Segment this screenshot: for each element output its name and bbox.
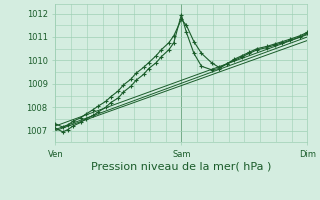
X-axis label: Pression niveau de la mer( hPa ): Pression niveau de la mer( hPa ) <box>91 162 271 172</box>
